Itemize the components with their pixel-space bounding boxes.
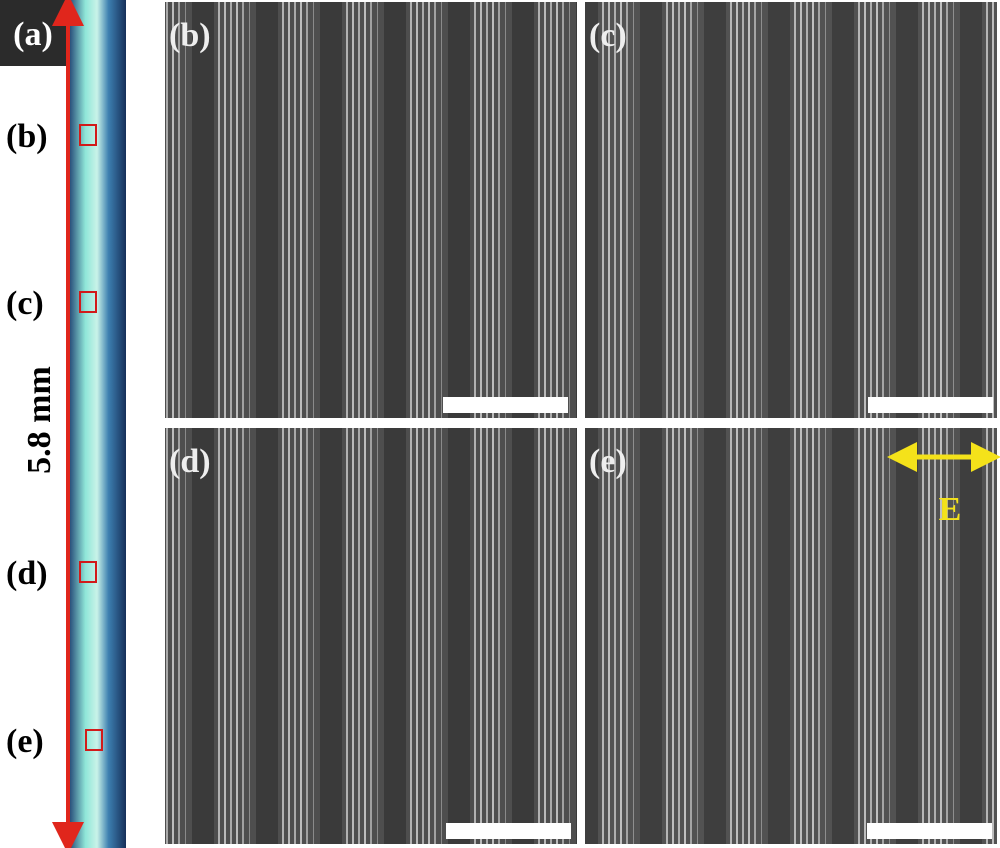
marker-label: (d) [6, 555, 48, 592]
scale-bar [446, 823, 571, 839]
sem-image [165, 2, 577, 418]
field-label: E [939, 491, 962, 528]
panel-label: (b) [169, 17, 211, 54]
image-shade [585, 428, 997, 844]
image-shade [585, 2, 997, 418]
region-marker [79, 124, 97, 146]
region-marker [79, 561, 97, 583]
marker-label: (e) [6, 723, 44, 760]
scale-bar [443, 397, 568, 413]
panel-label: (e) [589, 443, 627, 480]
sem-image [585, 2, 997, 418]
length-label: 5.8 mm [21, 366, 58, 474]
panel-label: (a) [13, 16, 53, 53]
image-shade [165, 2, 577, 418]
sem-image [165, 428, 577, 844]
marker-label: (b) [6, 118, 48, 155]
scale-bar [867, 823, 992, 839]
image-shade [165, 428, 577, 844]
panel-label: (c) [589, 17, 627, 54]
region-marker [85, 729, 103, 751]
sem-image [585, 428, 997, 844]
scale-bar [868, 397, 993, 413]
marker-label: (c) [6, 285, 44, 322]
region-marker [79, 291, 97, 313]
panel-label: (d) [169, 443, 211, 480]
